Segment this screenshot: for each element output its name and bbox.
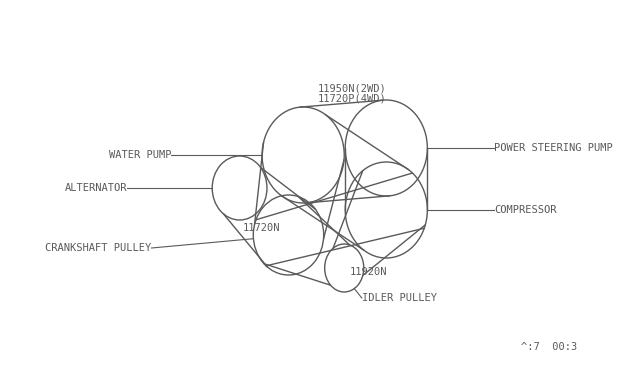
- Text: ALTERNATOR: ALTERNATOR: [65, 183, 127, 193]
- Text: WATER PUMP: WATER PUMP: [109, 150, 171, 160]
- Text: 11920N: 11920N: [350, 267, 388, 277]
- Text: 11720P(4WD): 11720P(4WD): [318, 93, 387, 103]
- Text: ^:7  00:3: ^:7 00:3: [521, 342, 577, 352]
- Text: IDLER PULLEY: IDLER PULLEY: [362, 293, 437, 303]
- Text: 11950N(2WD): 11950N(2WD): [318, 83, 387, 93]
- Text: COMPRESSOR: COMPRESSOR: [494, 205, 556, 215]
- Text: 11720N: 11720N: [243, 223, 280, 233]
- Text: CRANKSHAFT PULLEY: CRANKSHAFT PULLEY: [45, 243, 152, 253]
- Text: POWER STEERING PUMP: POWER STEERING PUMP: [494, 143, 612, 153]
